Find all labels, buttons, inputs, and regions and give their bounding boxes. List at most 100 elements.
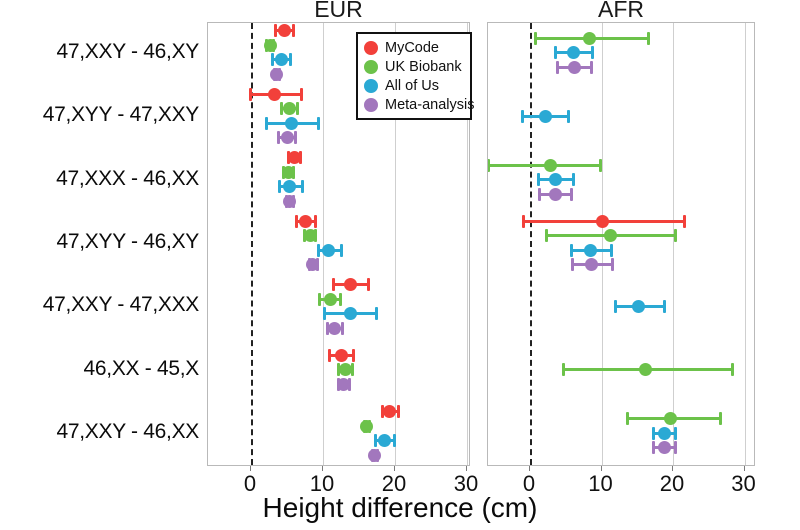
legend-swatch-ukbiobank (364, 59, 378, 74)
ci-cap-low (325, 321, 329, 335)
ci-cap-low (545, 229, 548, 243)
data-point (657, 441, 671, 455)
data-point (321, 243, 335, 257)
data-point (281, 165, 295, 179)
data-point (595, 214, 609, 228)
data-point (567, 60, 581, 74)
ci-cap-low (276, 131, 280, 145)
tick-label-20: 20 (381, 471, 407, 496)
data-point (583, 243, 597, 257)
ci-cap-low (274, 24, 278, 38)
data-point (549, 187, 563, 201)
data-point (284, 116, 298, 130)
ci-cap-low (625, 412, 629, 426)
ci-cap-low (374, 434, 378, 448)
legend: MyCode UK Biobank All of Us Meta-analysis (356, 32, 474, 120)
ci-cap-high (366, 278, 370, 292)
tick-label-20: 20 (659, 471, 685, 496)
ci-cap-high (291, 24, 295, 38)
ci-cap-high (350, 363, 354, 377)
ci-cap-low (331, 278, 335, 292)
data-point (335, 348, 349, 362)
tick-label-0: 0 (522, 471, 536, 496)
gridline-20 (395, 23, 396, 465)
row-label-3: 47,XXX - 46,XX (56, 166, 199, 190)
gridline-10 (323, 23, 324, 465)
ci-cap-high (299, 87, 303, 101)
ci-cap-low (537, 173, 541, 187)
ci-cap-high (567, 109, 571, 123)
ci-cap-high (647, 31, 651, 45)
ci-cap-high (295, 102, 299, 116)
gridline-10 (601, 23, 603, 465)
ci-cap-high (340, 321, 344, 335)
ci-cap-high (718, 412, 722, 426)
tick-label-30: 30 (731, 471, 756, 496)
ci-cap-low (294, 214, 298, 228)
gridline-30 (744, 23, 746, 465)
data-point (544, 158, 558, 172)
data-point (269, 67, 283, 81)
data-point (368, 448, 382, 462)
ci-cap-high (730, 363, 734, 377)
data-point (283, 180, 297, 194)
row-label-2: 47,XYY - 47,XXY (42, 103, 200, 127)
plot-panel-afr (487, 22, 755, 466)
row-label-1: 47,XXY - 46,XY (56, 39, 199, 63)
tick-mark-0 (250, 466, 251, 471)
tick-label-10: 10 (309, 471, 335, 496)
data-point (337, 377, 351, 391)
data-point (280, 131, 294, 145)
gridline-30 (467, 23, 468, 465)
ci-cap-high (314, 214, 318, 228)
data-point (283, 194, 297, 208)
ci-cap-high (374, 307, 378, 321)
tick-label-0: 0 (243, 471, 257, 496)
data-point (632, 299, 646, 313)
row-label-7: 47,XXY - 46,XX (56, 420, 199, 444)
axis-title: Height difference (cm) (262, 492, 538, 523)
data-point (299, 214, 313, 228)
legend-label-allofus: All of Us (385, 77, 439, 94)
legend-item-mycode[interactable]: MyCode (364, 38, 462, 57)
ci-cap-low (323, 307, 326, 321)
tick-mark-0 (529, 466, 530, 471)
legend-label-meta: Meta-analysis (385, 96, 475, 113)
data-point (274, 53, 288, 67)
data-point (268, 87, 282, 101)
data-point (306, 258, 320, 272)
ci-cap-high (397, 405, 401, 419)
ci-cap-low (520, 109, 524, 123)
ci-cap-low (248, 87, 252, 101)
tick-mark-30 (466, 466, 467, 471)
tick-mark-20 (394, 466, 395, 471)
ci-cap-high (294, 131, 298, 145)
data-point (282, 102, 296, 116)
legend-item-ukbiobank[interactable]: UK Biobank (364, 57, 462, 76)
ci-cap-low (555, 60, 559, 74)
ci-cap-high (662, 299, 666, 313)
legend-swatch-mycode (364, 40, 378, 55)
ci-cap-high (674, 426, 678, 440)
ci-cap-low (537, 187, 541, 201)
ci-cap-high (340, 243, 344, 257)
legend-item-meta[interactable]: Meta-analysis (364, 95, 474, 114)
ci-cap-low (336, 363, 340, 377)
ci-cap-high (352, 348, 356, 362)
ci-cap-high (609, 243, 613, 257)
ci-cap-low (380, 405, 384, 419)
ci-cap-high (338, 292, 342, 306)
ci-cap-high (673, 441, 677, 455)
tick-mark-30 (743, 466, 745, 471)
legend-item-allofus[interactable]: All of Us (364, 76, 462, 95)
ci-cap-low (328, 348, 332, 362)
ci-cap-low (522, 214, 526, 228)
ci-cap-low (570, 243, 574, 257)
data-point (263, 38, 277, 52)
zero-reference-line (530, 23, 532, 465)
tick-mark-20 (672, 466, 673, 471)
tick-mark-10 (600, 466, 602, 471)
ci-cap-low (534, 31, 538, 45)
panel-title-eur: EUR (314, 0, 363, 22)
